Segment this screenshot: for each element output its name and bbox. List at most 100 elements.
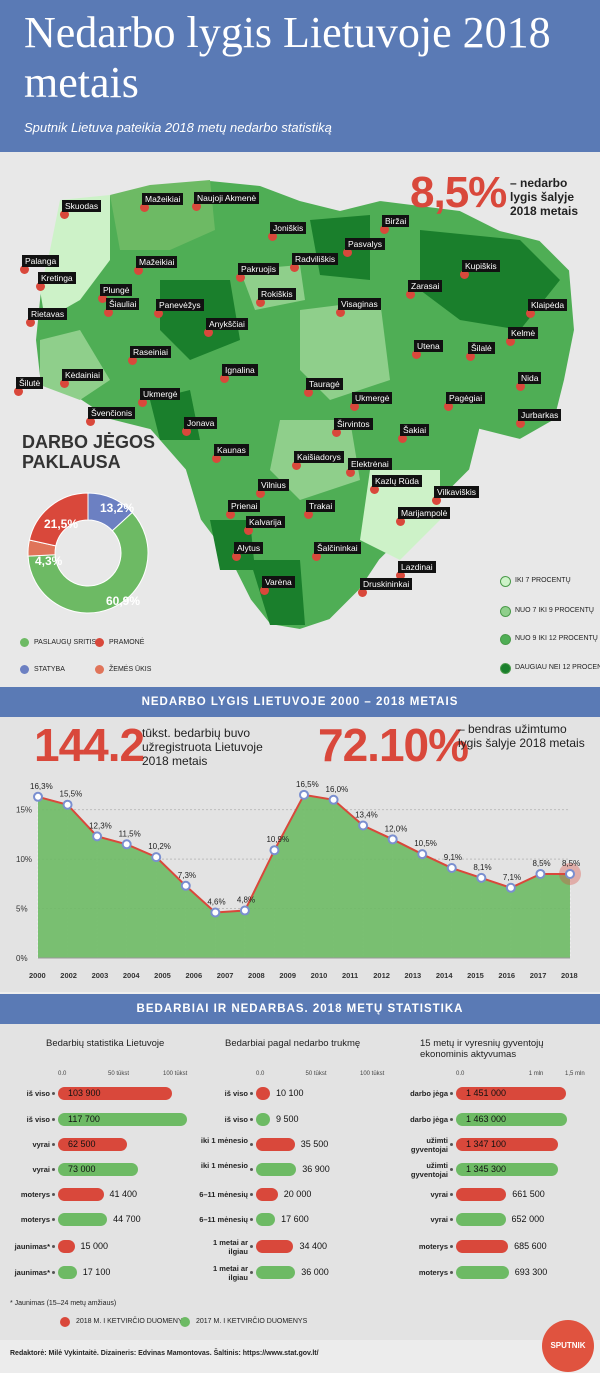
bar-value-label: 44 700 — [113, 1214, 141, 1224]
city-marker — [350, 402, 359, 411]
bar-scale-label: 50 tūkst — [305, 1071, 327, 1077]
bar-row-marker — [450, 1168, 453, 1171]
bar-value-label: 34 400 — [299, 1241, 328, 1251]
data-point — [446, 863, 457, 874]
data-label: 11,5% — [119, 829, 141, 838]
data-label: 7,1% — [503, 873, 521, 882]
bar-row-label: iki 1 mėnesio — [200, 1136, 248, 1145]
data-point — [476, 872, 487, 883]
city-label: Šalčininkai — [314, 542, 361, 554]
city-marker — [104, 308, 113, 317]
data-label: 10,2% — [148, 842, 171, 851]
map-legend-label: IKI 7 PROCENTŲ — [515, 577, 571, 584]
bar-row-marker — [450, 1271, 453, 1274]
x-tick-label: 2003 — [92, 971, 109, 980]
data-point — [239, 905, 250, 916]
data-point — [151, 852, 162, 863]
bar-row-marker — [250, 1168, 253, 1171]
x-tick-label: 2008 — [248, 971, 265, 980]
bar-value-label: 17 600 — [281, 1214, 309, 1224]
y-tick-label: 5% — [16, 905, 28, 914]
bar — [58, 1240, 75, 1253]
data-point — [358, 820, 369, 831]
donut-chart: 13,2% 60,9% 4,3% 21,5% — [27, 492, 149, 614]
map-region-west — [40, 195, 110, 320]
bar-column-title: 15 metų ir vyresnių gyventojų ekonominis… — [420, 1038, 544, 1060]
city-label: Kupiškis — [462, 260, 500, 272]
data-point — [387, 834, 398, 845]
bar — [256, 1188, 278, 1201]
city-label: Šakiai — [400, 424, 430, 436]
bar-scale-label: 0.0 — [58, 1071, 67, 1077]
city-label: Ignalina — [222, 364, 258, 376]
map-legend-label: DAUGIAU NEI 12 PROCENTŲ — [515, 664, 600, 671]
bar-row-marker — [52, 1118, 55, 1121]
bar — [58, 1188, 104, 1201]
city-marker — [86, 417, 95, 426]
city-label: Lazdinai — [398, 561, 436, 573]
bar-scale-label: 1 mln — [528, 1071, 544, 1077]
donut-legend-label: ŽEMĖS ŪKIS — [109, 666, 152, 673]
donut-legend-swatch — [95, 665, 104, 674]
bar-row-label: 1 metai ar ilgiau — [212, 1264, 248, 1282]
bar-row-label: užimti gyventojai — [410, 1136, 448, 1154]
city-label: Kėdainiai — [62, 369, 103, 381]
donut-legend-label: PASLAUGŲ SRITIS — [34, 639, 97, 646]
donut-slice — [27, 511, 149, 614]
bar-row-label: iš viso — [224, 1089, 248, 1098]
bar — [456, 1113, 568, 1126]
bar-value-label: 15 000 — [80, 1241, 109, 1251]
bar — [456, 1213, 506, 1226]
bar-scale-label: 50 tūkst — [108, 1071, 130, 1077]
bar-value-label: 117 700 — [68, 1114, 100, 1124]
bar-value-label: 103 900 — [68, 1088, 101, 1098]
city-marker — [406, 290, 415, 299]
city-label: Kazlų Rūda — [372, 475, 422, 487]
city-marker — [138, 398, 147, 407]
bar-scale-label: 100 tūkst — [163, 1071, 188, 1077]
city-label: Panevėžys — [156, 299, 204, 311]
x-tick-label: 2013 — [405, 971, 422, 980]
x-tick-label: 2010 — [311, 971, 328, 980]
city-label: Biržai — [382, 215, 410, 227]
bar-value-label: 1 451 000 — [466, 1088, 507, 1098]
city-marker — [268, 232, 277, 241]
city-label: Plungė — [100, 284, 133, 296]
section3-bg — [0, 1024, 600, 1340]
x-tick-label: 2014 — [436, 971, 454, 980]
city-marker — [226, 510, 235, 519]
bar-row-marker — [52, 1245, 55, 1248]
bar — [256, 1163, 297, 1176]
city-marker — [20, 265, 29, 274]
donut-legend-swatch — [20, 638, 29, 647]
city-label: Pasvalys — [345, 238, 386, 250]
city-label: Palanga — [22, 255, 60, 267]
city-label: Prienai — [228, 500, 261, 512]
bar-row-marker — [250, 1193, 253, 1196]
city-marker — [526, 309, 535, 318]
donut-slice-label: 13,2% — [100, 501, 134, 515]
bar — [58, 1138, 127, 1151]
city-label: Kaunas — [214, 444, 249, 456]
stat2-value: 72.10% — [318, 719, 469, 771]
map-headline-value: 8,5% — [410, 168, 507, 217]
map-region-northeast — [420, 230, 560, 330]
city-label: Nida — [518, 372, 542, 384]
data-label: 4,8% — [237, 896, 255, 905]
header — [0, 0, 600, 152]
city-label: Kalvarija — [246, 516, 285, 528]
city-label: Visaginas — [338, 298, 381, 310]
bar-value-label: 41 400 — [109, 1189, 138, 1199]
city-label: Širvintos — [334, 418, 373, 430]
city-marker — [14, 387, 23, 396]
x-tick-label: 2000 — [29, 971, 46, 980]
donut-slice-label: 60,9% — [106, 594, 140, 608]
map-legend-label: NUO 9 IKI 12 PROCENTŲ — [515, 635, 598, 642]
stat1-value: 144.2 — [34, 719, 145, 771]
data-point — [535, 868, 546, 879]
x-tick-label: 2011 — [342, 971, 358, 980]
bar-row-label: 6–11 mėnesių — [199, 1190, 248, 1199]
data-label: 10,5% — [414, 839, 437, 848]
city-label: Skuodas — [62, 200, 102, 212]
bar-row-marker — [52, 1193, 55, 1196]
